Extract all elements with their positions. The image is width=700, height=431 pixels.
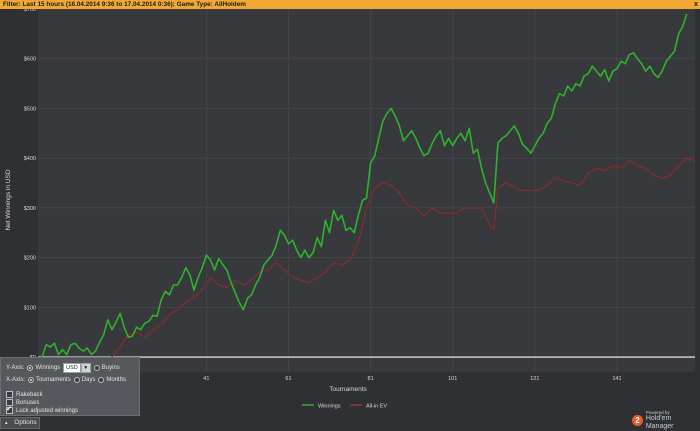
buyins-radio-label[interactable]: Buyins	[101, 365, 120, 371]
y-axis-ticks: $0$100$200$300$400$500$600$700	[24, 9, 36, 361]
chevron-down-icon[interactable]: ▼	[80, 363, 91, 373]
options-label: Options	[14, 419, 37, 426]
filter-text: Filter: Last 15 hours (16.04.2014 9:36 t…	[3, 1, 246, 8]
luck-adjusted-label[interactable]: Luck adjusted winnings	[16, 407, 79, 414]
months-radio[interactable]	[98, 377, 105, 383]
buyins-radio[interactable]	[93, 365, 100, 371]
hm-logo-icon: 2	[632, 414, 643, 426]
winnings-chart: $0$100$200$300$400$500$600$700 416181101…	[5, 9, 696, 410]
x-axis-option-label: X-Axis:	[6, 377, 26, 383]
options-toggle-button[interactable]: ▲ Options	[0, 417, 40, 429]
currency-select[interactable]: USD	[63, 363, 81, 373]
y-tick-label: $100	[24, 305, 36, 311]
y-tick-label: $400	[24, 156, 36, 162]
legend-allin-ev-label: All-in EV	[366, 404, 387, 410]
x-axis-ticks: 41 61 81 101 121 141	[203, 376, 621, 382]
holdem-manager-logo: 2 Powered by Hold'em Manager	[632, 409, 700, 430]
tournaments-radio[interactable]	[28, 377, 35, 383]
series-lines	[37, 13, 696, 368]
days-radio[interactable]	[73, 377, 80, 383]
bonuses-label[interactable]: Bonuses	[16, 399, 40, 406]
y-axis-label: Net Winnings in USD	[5, 169, 12, 230]
winnings-line	[37, 13, 688, 362]
luck-adjusted-checkbox[interactable]	[6, 405, 13, 414]
months-radio-label[interactable]: Months	[106, 377, 127, 383]
x-tick-label: 41	[203, 376, 209, 382]
close-icon[interactable]: x	[694, 1, 698, 8]
y-tick-label: $700	[24, 9, 36, 13]
legend-winnings-label: Winnings	[318, 404, 341, 410]
y-tick-label: $500	[24, 106, 36, 112]
chevron-up-icon: ▲	[4, 420, 9, 425]
brand-name-text: Hold'em Manager	[645, 414, 674, 430]
x-tick-label: 61	[285, 376, 291, 382]
winnings-radio[interactable]	[27, 365, 34, 371]
filter-bar[interactable]: Filter: Last 15 hours (16.04.2014 9:36 t…	[0, 0, 700, 9]
winnings-radio-label[interactable]: Winnings	[35, 365, 61, 371]
y-tick-label: $600	[24, 57, 36, 63]
legend: Winnings All-in EV	[302, 404, 387, 410]
tournaments-radio-label[interactable]: Tournaments	[36, 377, 71, 383]
y-tick-label: $200	[24, 256, 36, 262]
currency-value: USD	[66, 365, 78, 371]
x-tick-label: 81	[368, 376, 374, 382]
x-axis-label: Tournaments	[329, 386, 367, 393]
allin-ev-line	[37, 157, 696, 368]
x-tick-label: 121	[530, 376, 539, 382]
days-radio-label[interactable]: Days	[81, 377, 96, 383]
x-tick-label: 101	[448, 376, 457, 382]
x-tick-label: 141	[612, 376, 621, 382]
rakeback-checkbox[interactable]	[6, 391, 13, 398]
y-axis-option-label: Y-Axis:	[6, 365, 25, 371]
rakeback-label[interactable]: Rakeback	[16, 391, 43, 398]
powered-by-text: Powered by	[645, 409, 670, 415]
plot-area	[38, 9, 695, 372]
y-tick-label: $300	[24, 206, 36, 212]
chart-options-panel: Y-Axis: Winnings USD ▼ Buyins X-Axis: Tou…	[0, 357, 140, 416]
